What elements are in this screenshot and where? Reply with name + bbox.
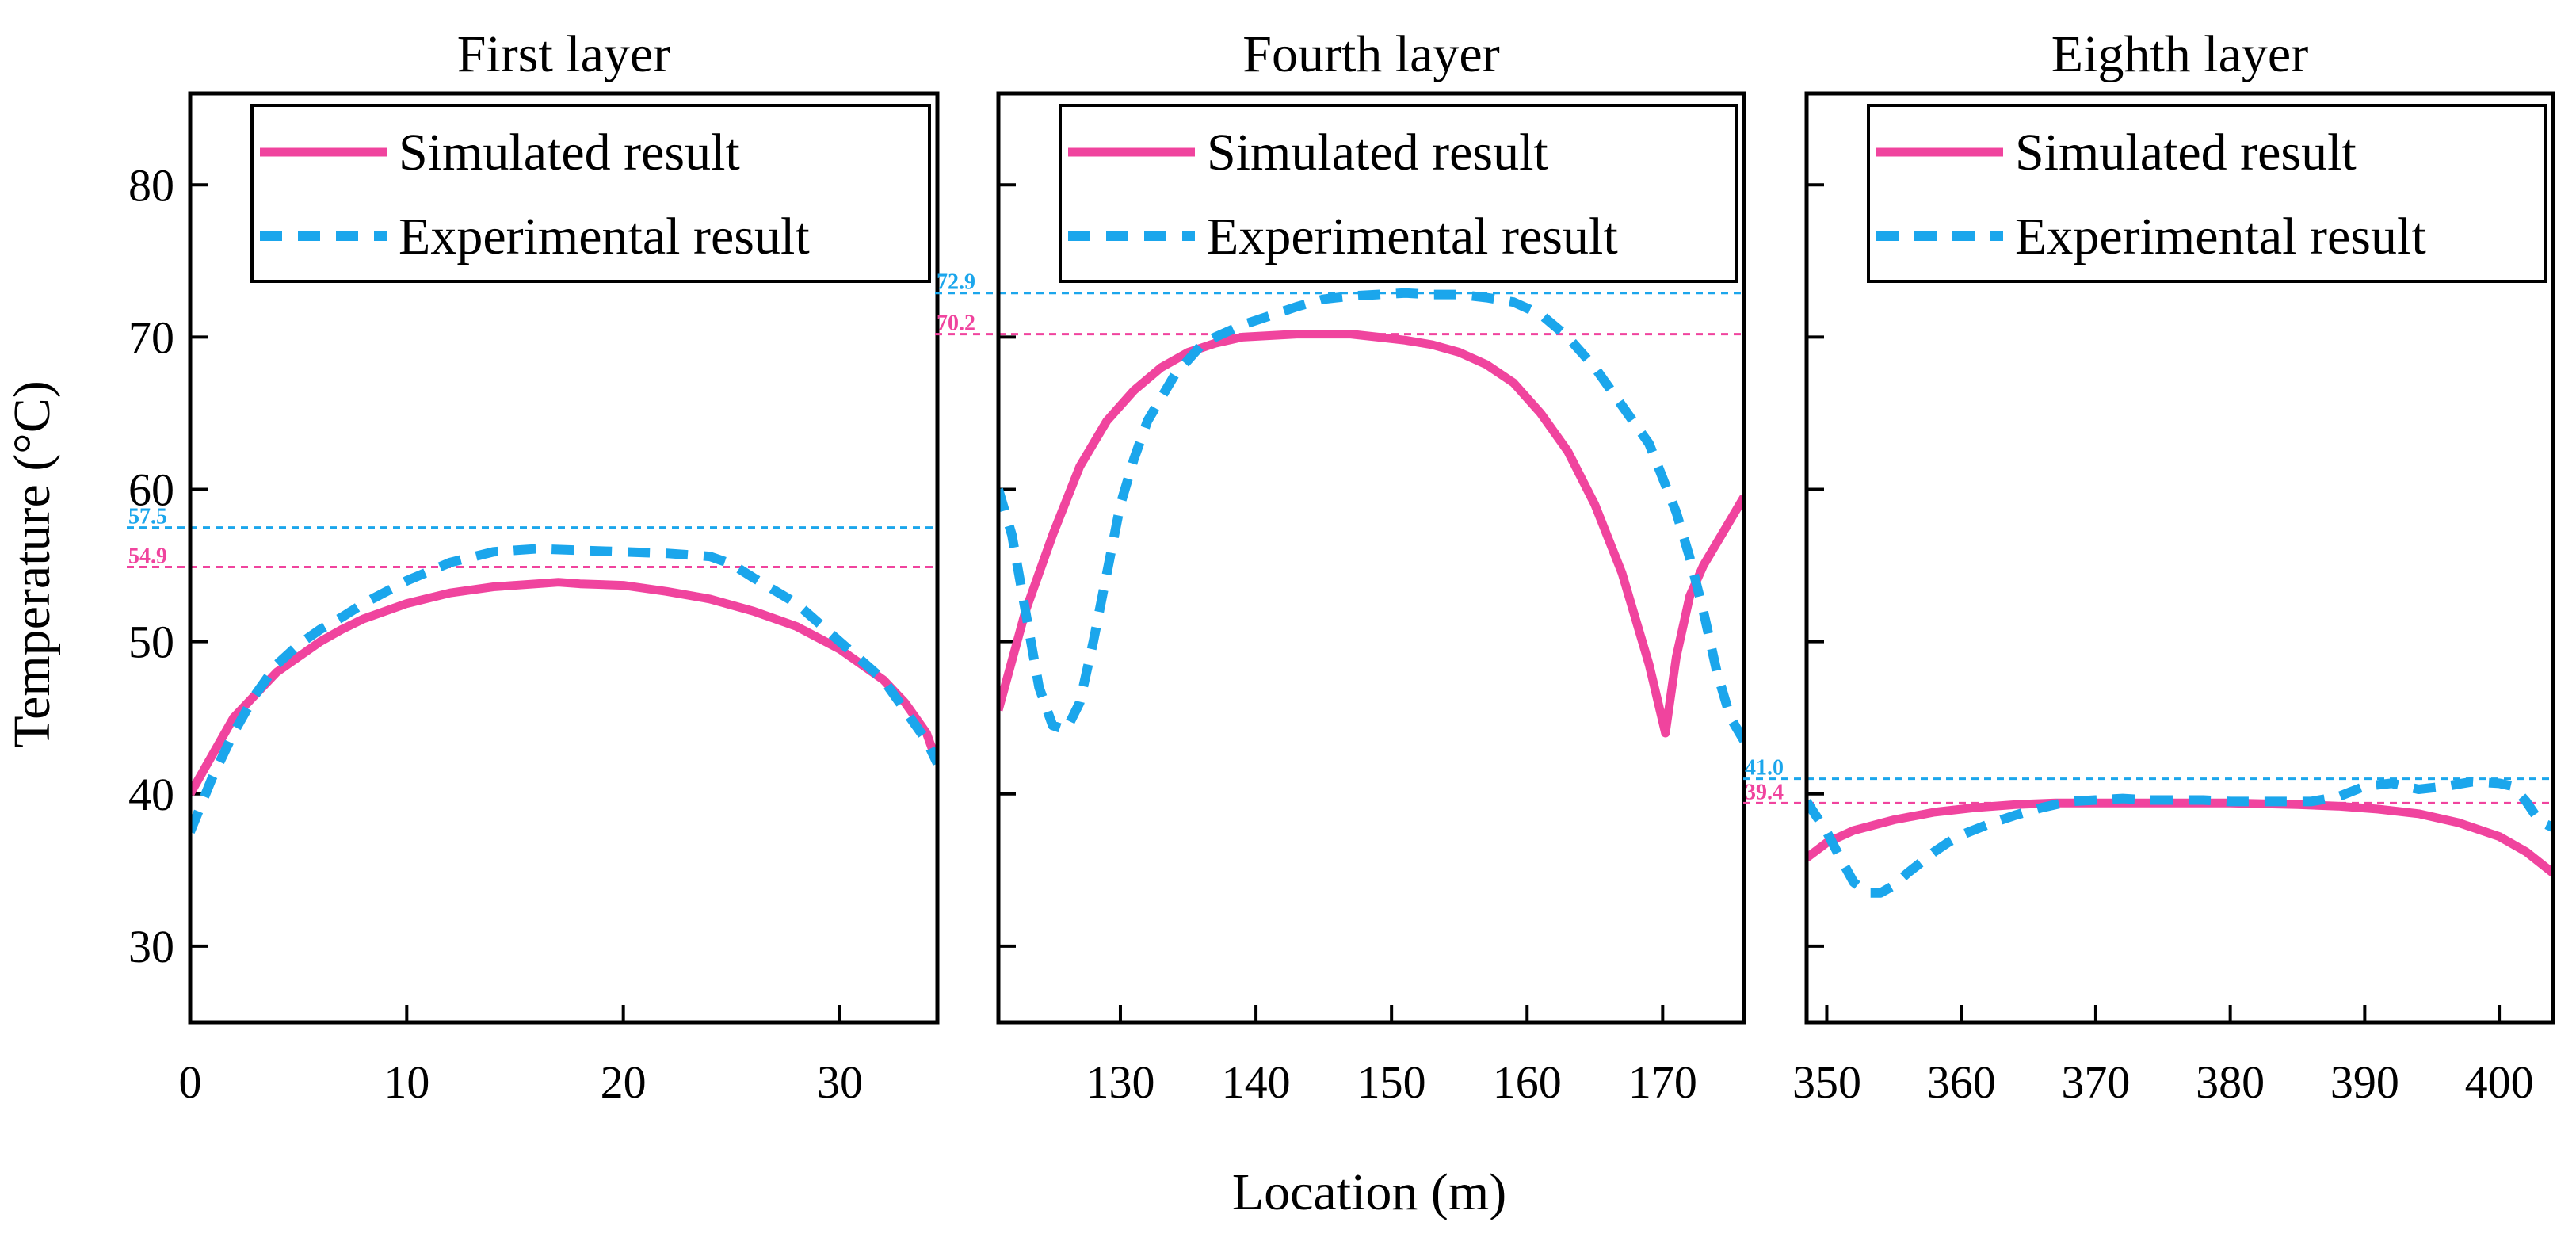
reference-value-label-simulated: 54.9 [128, 544, 167, 569]
panel-2: Fourth layer 130 140 150 160 170 72.9 70.2 Simul… [935, 25, 1746, 1108]
legend: Simulated result Experimental result [1867, 104, 2547, 283]
y-tick-label: 70 [128, 311, 174, 363]
y-tick-label: 40 [128, 769, 174, 820]
x-tick-label: 400 [2465, 1056, 2534, 1108]
legend-label-experimental: Experimental result [2015, 208, 2426, 265]
legend-box [250, 104, 931, 283]
panel-title: Eighth layer [2051, 25, 2308, 83]
series-group [998, 288, 1744, 743]
y-tick-label: 30 [128, 921, 174, 972]
legend-label-experimental: Experimental result [1207, 208, 1618, 265]
series-group [190, 544, 937, 834]
y-axis-label: Temperature (°C) [3, 380, 61, 747]
legend-label-experimental: Experimental result [399, 208, 810, 265]
y-tick-label: 50 [128, 617, 174, 668]
plot-frame [1804, 91, 2555, 1025]
reference-value-label-simulated: 39.4 [1745, 780, 1784, 804]
x-tick-label: 380 [2196, 1056, 2265, 1108]
x-tick-label: 370 [2061, 1056, 2130, 1108]
x-tick-label: 360 [1927, 1056, 1996, 1108]
legend-label-simulated: Simulated result [1207, 124, 1548, 181]
x-tick-label: 390 [2330, 1056, 2399, 1108]
legend-box [1059, 104, 1738, 283]
x-tick-label: 130 [1086, 1056, 1154, 1108]
x-tick-label: 10 [384, 1056, 429, 1108]
series-line-experimental [1807, 777, 2553, 898]
panel-title: Fourth layer [1242, 25, 1499, 83]
series-line-simulated [190, 578, 937, 796]
legend-label-simulated: Simulated result [399, 124, 740, 181]
panels-group: First layer 30 40 50 60 70 80 0 10 20 30 57.5 54.9 Si… [127, 25, 2555, 1108]
legend-box [1867, 104, 2547, 283]
x-tick-label: 140 [1222, 1056, 1291, 1108]
legend: Simulated result Experimental result [1059, 104, 1738, 283]
y-tick-label: 80 [128, 159, 174, 211]
series-line-simulated [998, 330, 1744, 738]
x-tick-label: 350 [1792, 1056, 1861, 1108]
series-group [1807, 777, 2553, 898]
legend-label-simulated: Simulated result [2015, 124, 2357, 181]
series-line-experimental [998, 288, 1744, 743]
x-tick-label: 150 [1357, 1056, 1426, 1108]
panel-1: First layer 30 40 50 60 70 80 0 10 20 30 57.5 54.9 Si… [127, 25, 940, 1108]
x-tick-label: 20 [601, 1056, 647, 1108]
plot-frame [996, 91, 1746, 1025]
panel-3: Eighth layer 350 360 370 380 390 400 41.039.4 Si… [1743, 25, 2555, 1108]
series-line-experimental [190, 544, 937, 834]
x-tick-label: 170 [1628, 1056, 1697, 1108]
y-tick-label: 60 [128, 464, 174, 516]
reference-value-label-experimental: 41.0 [1745, 756, 1784, 781]
plot-frame [188, 91, 940, 1025]
reference-value-label-experimental: 72.9 [937, 270, 975, 295]
x-tick-label: 160 [1493, 1056, 1562, 1108]
x-tick-label: 0 [179, 1056, 202, 1108]
legend: Simulated result Experimental result [250, 104, 931, 283]
x-axis-label: Location (m) [1232, 1163, 1506, 1221]
panel-title: First layer [457, 25, 670, 83]
x-tick-label: 30 [817, 1056, 863, 1108]
reference-value-label-experimental: 57.5 [128, 505, 167, 529]
reference-value-label-simulated: 70.2 [937, 311, 975, 336]
